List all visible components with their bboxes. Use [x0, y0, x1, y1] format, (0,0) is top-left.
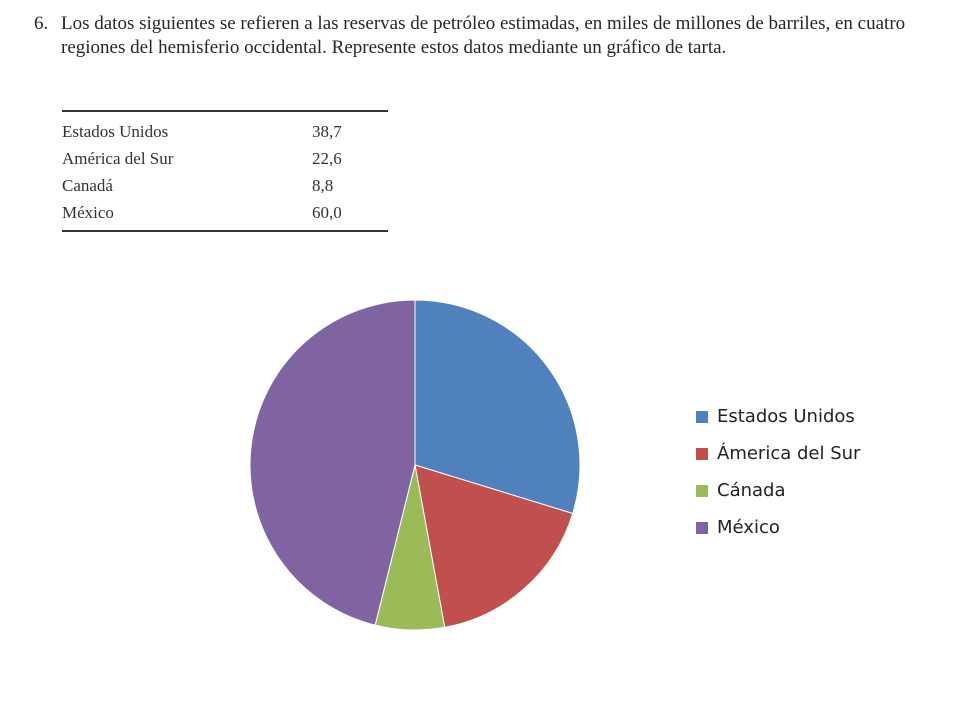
- legend-swatch: [696, 447, 708, 460]
- table-cell-value: 22,6: [312, 148, 342, 168]
- data-table: Estados Unidos 38,7 América del Sur 22,6…: [62, 110, 388, 232]
- table-cell-region: México: [62, 202, 114, 222]
- legend-item: México: [696, 509, 860, 546]
- legend-swatch: [696, 410, 708, 423]
- problem-text: Los datos siguientes se refieren a las r…: [61, 13, 906, 58]
- legend-label: Estados Unidos: [717, 406, 855, 427]
- table-bottom-rule: [62, 230, 388, 232]
- table-cell-value: 38,7: [312, 121, 342, 141]
- pie-slice-1: [414, 299, 581, 515]
- legend-item: Estados Unidos: [696, 398, 860, 435]
- problem-statement: 6. Los datos siguientes se refieren a la…: [34, 12, 934, 59]
- legend-swatch: [696, 484, 708, 497]
- legend-label: Cánada: [717, 480, 786, 501]
- table-cell-region: Estados Unidos: [62, 121, 169, 141]
- table-row: Canadá 8,8: [62, 172, 388, 199]
- pie-slice-4: [249, 299, 416, 626]
- legend-item: Cánada: [696, 472, 860, 509]
- table-cell-region: América del Sur: [62, 148, 174, 168]
- table-top-rule: [62, 110, 388, 112]
- table-cell-value: 60,0: [312, 202, 342, 222]
- legend-item: Ámerica del Sur: [696, 435, 860, 472]
- problem-number: 6.: [34, 13, 49, 34]
- legend-swatch: [696, 521, 708, 534]
- legend-label: México: [717, 517, 780, 538]
- table-cell-value: 8,8: [312, 175, 334, 195]
- table-row: América del Sur 22,6: [62, 145, 388, 172]
- table-row: Estados Unidos 38,7: [62, 118, 388, 145]
- table-row: México 60,0: [62, 199, 388, 226]
- legend-label: Ámerica del Sur: [717, 443, 861, 464]
- pie-slice-2: [414, 464, 574, 628]
- table-cell-region: Canadá: [62, 175, 113, 195]
- chart-legend: Estados Unidos Ámerica del Sur Cánada Mé…: [696, 398, 860, 546]
